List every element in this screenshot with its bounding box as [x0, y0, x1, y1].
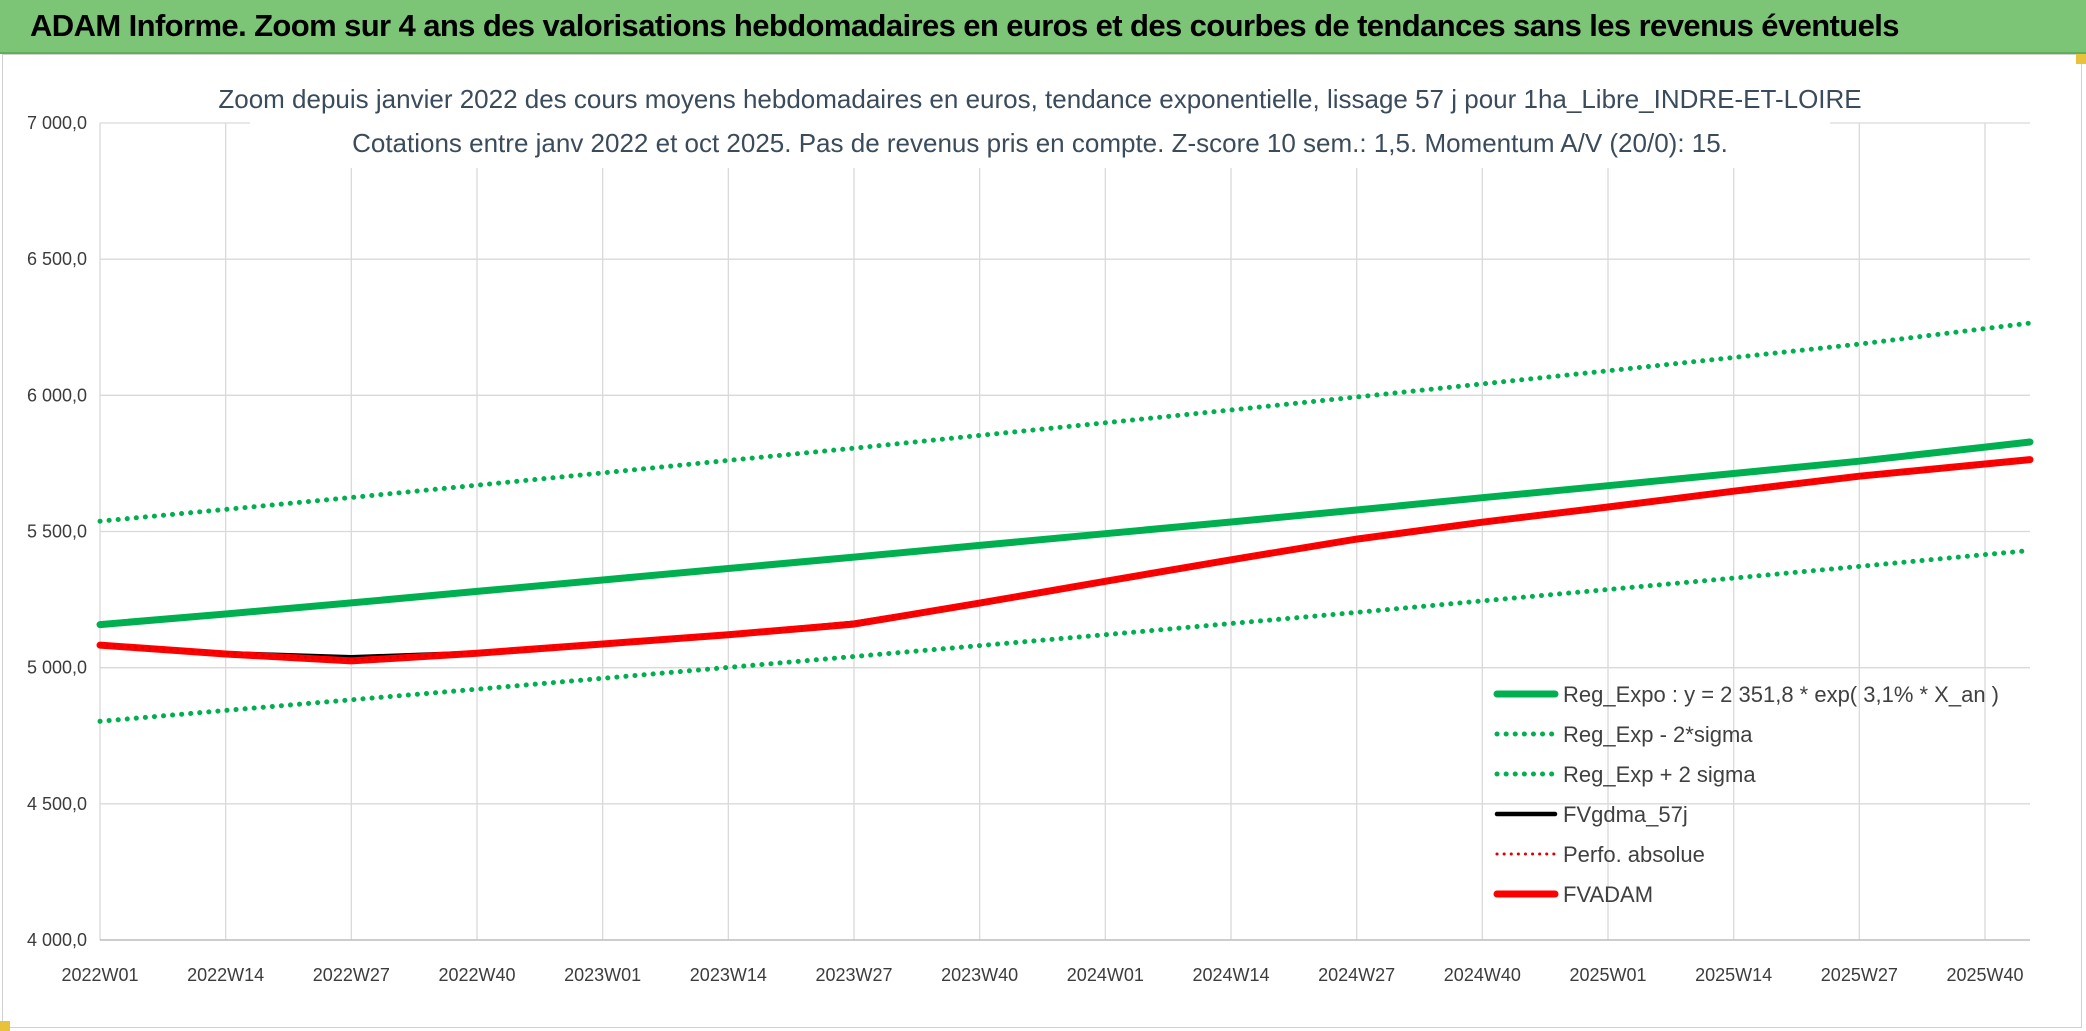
series-lines: [96, 320, 2034, 724]
x-tick-label: 2022W27: [313, 965, 390, 985]
x-axis: 2022W01 2022W14 2022W27 2022W40 2023W01 2023W…: [61, 939, 2030, 985]
gridlines: [99, 122, 2030, 941]
y-tick-label: 6 000,0: [27, 385, 87, 405]
legend-label-0: Reg_Expo : y = 2 351,8 * exp( 3,1% * X_a…: [1563, 682, 1999, 707]
y-tick-label: 4 500,0: [27, 794, 87, 814]
chart-frame: [2, 54, 2082, 1028]
report-title: ADAM Informe. Zoom sur 4 ans des valoris…: [30, 8, 1900, 43]
x-tick-label: 2024W27: [1318, 965, 1395, 985]
x-tick-label: 2025W40: [1946, 965, 2023, 985]
legend-label-4: Perfo. absolue: [1563, 842, 1705, 867]
legend-label-3: FVgdma_57j: [1563, 802, 1688, 827]
legend-label-1: Reg_Exp - 2*sigma: [1563, 722, 1753, 747]
title-background: [250, 86, 1830, 168]
y-tick-label: 5 500,0: [27, 522, 87, 542]
x-tick-label: 2023W01: [564, 965, 641, 985]
legend-label-5: FVADAM: [1563, 882, 1653, 907]
x-tick-label: 2025W27: [1821, 965, 1898, 985]
frame-corner-marker: [0, 1021, 10, 1031]
x-tick-label: 2022W01: [61, 965, 138, 985]
x-tick-label: 2023W14: [690, 965, 767, 985]
chart-title: Zoom depuis janvier 2022 des cours moyen…: [218, 84, 1861, 114]
legend: Reg_Expo : y = 2 351,8 * exp( 3,1% * X_a…: [1493, 682, 1999, 907]
x-tick-label: 2024W40: [1444, 965, 1521, 985]
y-tick-label: 7 000,0: [27, 113, 87, 133]
series-line-5: [96, 456, 2034, 665]
x-tick-label: 2025W14: [1695, 965, 1772, 985]
y-tick-label: 4 000,0: [27, 930, 87, 950]
x-tick-label: 2024W01: [1067, 965, 1144, 985]
x-tick-label: 2025W01: [1569, 965, 1646, 985]
x-tick-label: 2022W14: [187, 965, 264, 985]
x-tick-label: 2023W27: [815, 965, 892, 985]
x-tick-label: 2023W40: [941, 965, 1018, 985]
x-tick-label: 2024W14: [1192, 965, 1269, 985]
series-line-1: [97, 548, 2033, 724]
series-line-2: [97, 320, 2033, 524]
frame-corner-marker: [2076, 54, 2086, 64]
series-line-0: [96, 438, 2034, 629]
chart-subtitle: Cotations entre janv 2022 et oct 2025. P…: [352, 128, 1728, 158]
x-tick-label: 2022W40: [438, 965, 515, 985]
report-banner: ADAM Informe. Zoom sur 4 ans des valoris…: [0, 0, 2086, 54]
y-tick-label: 5 000,0: [27, 658, 87, 678]
y-axis: 4 000,0 4 500,0 5 000,0 5 500,0 6 000,0 6 500…: [27, 113, 87, 950]
y-tick-label: 6 500,0: [27, 249, 87, 269]
legend-label-2: Reg_Exp + 2 sigma: [1563, 762, 1756, 787]
